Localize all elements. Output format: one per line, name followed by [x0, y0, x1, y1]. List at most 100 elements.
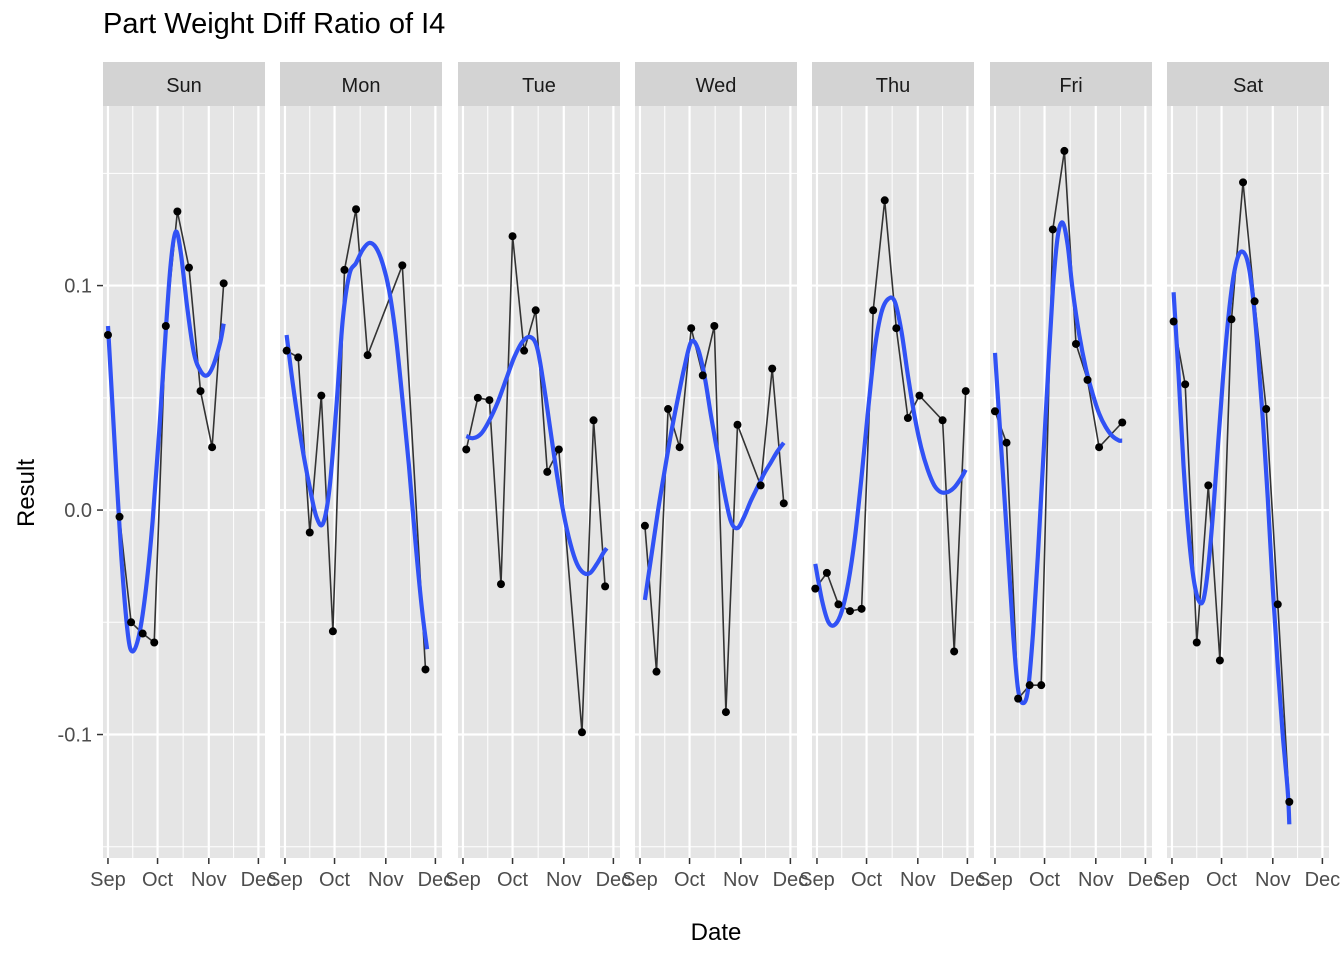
data-point [938, 416, 947, 425]
chart-title: Part Weight Diff Ratio of I4 [103, 8, 446, 40]
smooth-curve [1171, 249, 1292, 825]
data-point [1215, 656, 1224, 665]
panel-background [103, 106, 265, 858]
data-point [328, 627, 337, 636]
data-point [1002, 438, 1011, 447]
data-point [317, 391, 326, 400]
panel-background [990, 106, 1152, 858]
data-point [834, 600, 843, 609]
data-point [398, 261, 407, 270]
x-tick-label: Oct [497, 869, 529, 891]
data-point [184, 263, 193, 272]
data-point [1285, 797, 1294, 806]
panel-wed: Wed Sep Oct Nov Dec [622, 62, 808, 891]
smooth-curve [813, 295, 968, 628]
data-point [473, 393, 482, 402]
data-point [196, 387, 205, 396]
x-tick-label: Nov [191, 869, 227, 891]
facet-strip [635, 62, 797, 106]
series-line [286, 209, 427, 670]
panel-fri: Fri Sep Oct Nov Dec [977, 62, 1163, 891]
x-tick-label: Oct [1029, 869, 1061, 891]
data-point [822, 568, 831, 577]
x-tick-label: Sep [1154, 869, 1190, 891]
x-tick-label: Oct [142, 869, 174, 891]
facet-label: Sun [166, 75, 202, 97]
data-point [1250, 297, 1259, 306]
x-tick-label: Dec [241, 869, 277, 891]
facet-label: Tue [522, 75, 556, 97]
data-point [1095, 443, 1104, 452]
facet-label: Wed [696, 75, 737, 97]
x-tick-label: Oct [319, 869, 351, 891]
x-tick-label: Sep [799, 869, 835, 891]
data-point [508, 232, 517, 241]
panel-sat: Sat Sep Oct Nov Dec [1154, 62, 1340, 891]
y-axis-title: Result [13, 459, 40, 527]
x-tick-label: Dec [596, 869, 632, 891]
data-point [1239, 178, 1248, 187]
data-point [161, 321, 170, 330]
panel-background [1167, 106, 1329, 858]
data-point [305, 528, 314, 537]
data-point [687, 324, 696, 333]
x-tick-label: Dec [418, 869, 454, 891]
data-point [294, 353, 303, 362]
x-tick-label: Oct [674, 869, 706, 891]
data-point [1037, 681, 1046, 690]
y-tick-label: 0.0 [64, 500, 92, 522]
data-point [990, 407, 999, 416]
x-tick-label: Sep [90, 869, 126, 891]
data-point [768, 364, 777, 373]
facet-label: Thu [876, 75, 910, 97]
panel-background [280, 106, 442, 858]
data-point [1048, 225, 1057, 234]
facet-strip [103, 62, 265, 106]
data-point [733, 420, 742, 429]
data-point [675, 443, 684, 452]
data-point [1118, 418, 1127, 427]
facet-strip [458, 62, 620, 106]
data-point [1262, 405, 1271, 414]
data-point [1025, 681, 1034, 690]
data-point [961, 387, 970, 396]
data-point [721, 708, 730, 717]
smooth-curve [992, 220, 1123, 706]
panel-tue: Tue Sep Oct Nov Dec [445, 62, 631, 891]
data-point [543, 467, 552, 476]
data-point [903, 414, 912, 423]
data-point [779, 499, 788, 508]
smooth-curve [642, 338, 786, 601]
data-point [589, 416, 598, 425]
x-tick-label: Sep [267, 869, 303, 891]
data-point [115, 512, 124, 521]
y-tick-label: -0.1 [58, 725, 92, 747]
data-point [756, 481, 765, 490]
data-point [127, 618, 136, 627]
data-point [531, 306, 540, 315]
panel-thu: Thu Sep Oct Nov Dec [799, 62, 985, 891]
data-point [150, 638, 159, 647]
data-point [811, 584, 820, 593]
data-point [363, 351, 372, 360]
x-tick-label: Dec [1305, 869, 1341, 891]
x-tick-label: Sep [977, 869, 1013, 891]
data-point [1060, 146, 1069, 155]
data-point [1192, 638, 1201, 647]
data-point [340, 265, 349, 274]
x-tick-label: Dec [1128, 869, 1164, 891]
x-tick-label: Nov [723, 869, 759, 891]
x-tick-label: Dec [773, 869, 809, 891]
data-point [857, 604, 866, 613]
data-point [950, 647, 959, 656]
data-point [1169, 317, 1178, 326]
data-point [1014, 694, 1023, 703]
panel-background [458, 106, 620, 858]
data-point [352, 205, 361, 214]
data-point [869, 306, 878, 315]
facet-label: Mon [342, 75, 381, 97]
facet-strip [812, 62, 974, 106]
data-point [1273, 600, 1282, 609]
x-tick-label: Oct [851, 869, 883, 891]
